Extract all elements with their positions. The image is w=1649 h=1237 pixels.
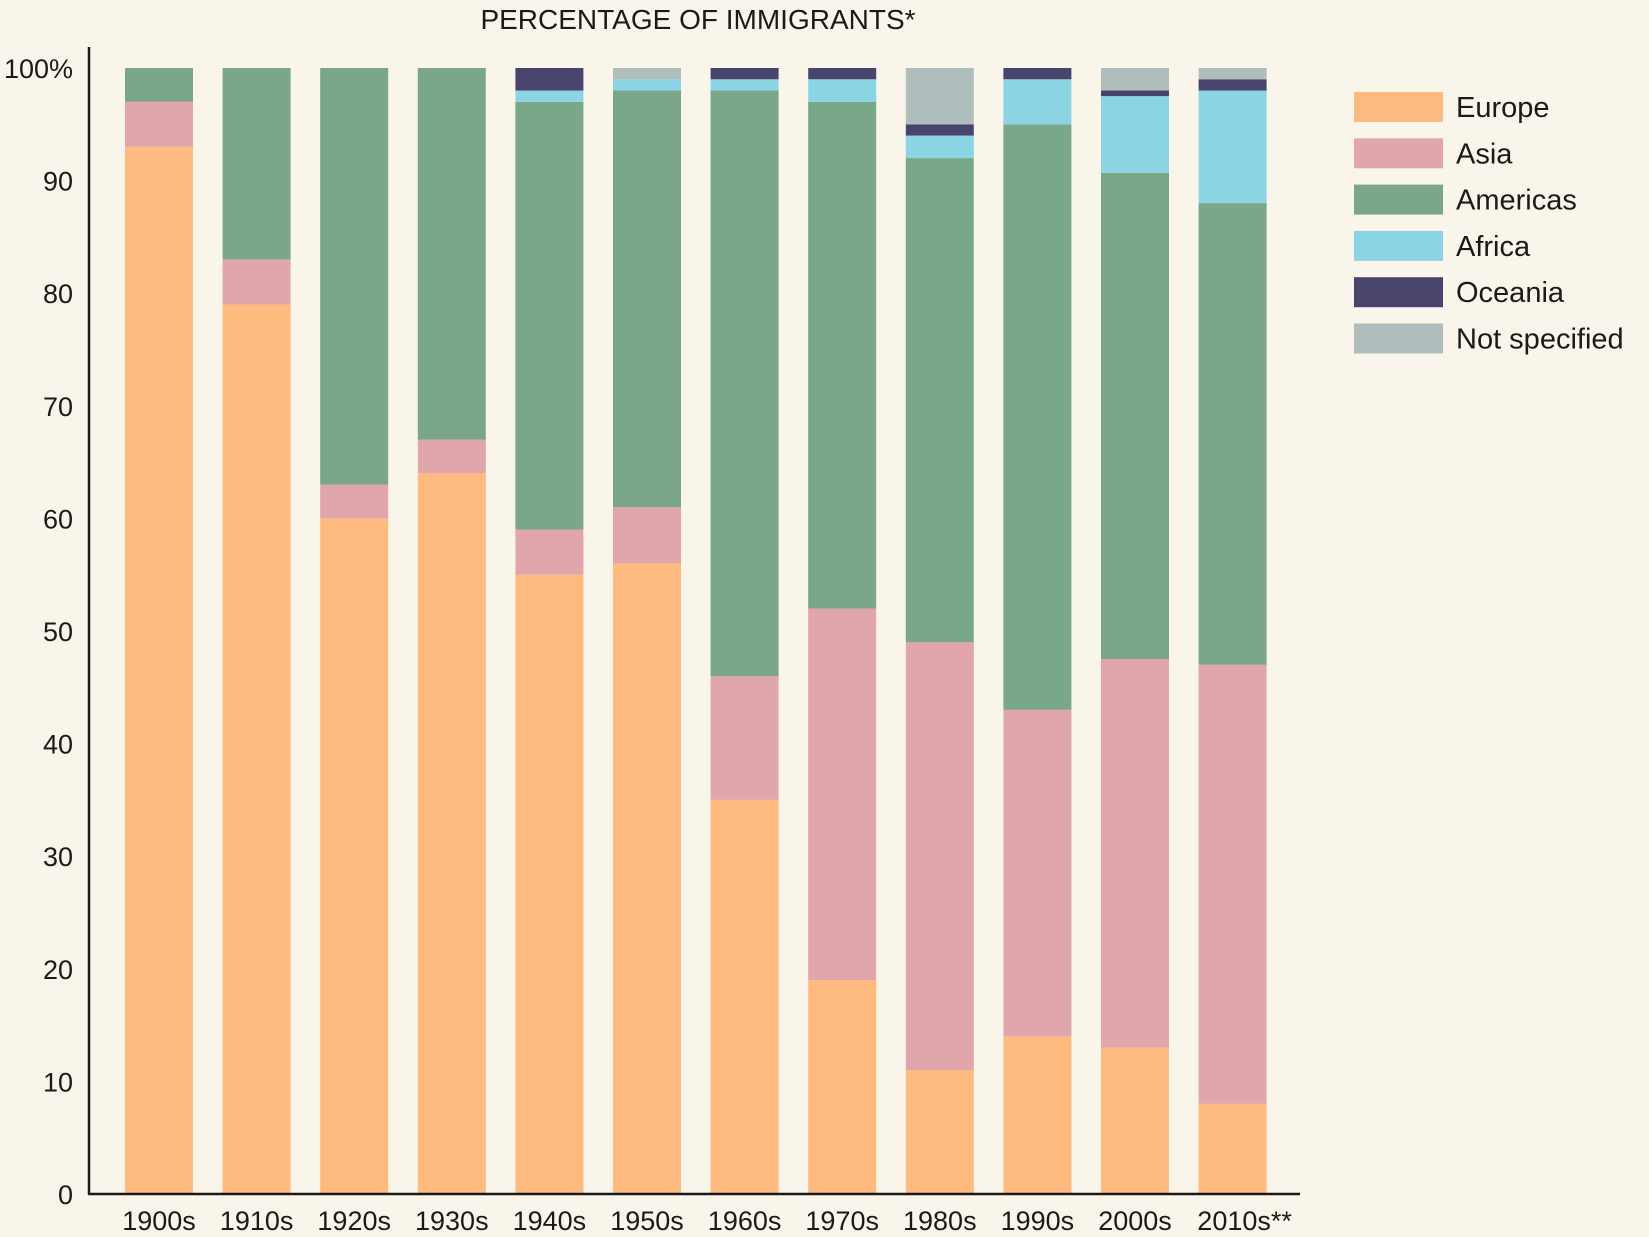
bar-segment-europe-2000s xyxy=(1101,1047,1169,1194)
bar-segment-europe-1960s xyxy=(710,799,779,1194)
bar-segment-oceania-2000s xyxy=(1101,90,1169,97)
x-tick-label: 1980s xyxy=(903,1206,977,1236)
bar-segment-europe-1970s xyxy=(808,980,877,1194)
legend-swatch-asia xyxy=(1354,138,1443,169)
legend-swatch-europe xyxy=(1354,92,1443,122)
bar-segment-asia-1920s xyxy=(320,484,389,519)
x-tick-label: 1900s xyxy=(122,1206,196,1236)
y-tick-label: 30 xyxy=(43,842,73,872)
y-tick-label: 0 xyxy=(58,1180,73,1210)
bar-segment-europe-1940s xyxy=(515,574,584,1194)
y-tick-label: 40 xyxy=(43,730,73,760)
bar-segment-asia-1960s xyxy=(710,676,779,800)
legend-label: Asia xyxy=(1456,138,1513,170)
y-tick-label: 80 xyxy=(43,279,73,309)
bar-segment-europe-1980s xyxy=(905,1070,974,1194)
bar-segment-africa-1980s xyxy=(905,135,974,159)
bar-segment-africa-1970s xyxy=(808,79,877,102)
bar-segment-europe-1930s xyxy=(417,473,486,1194)
bar-segment-africa-1950s xyxy=(613,79,681,91)
bar-segment-asia-2000s xyxy=(1101,659,1169,1048)
bar-segment-americas-1960s xyxy=(710,90,779,677)
bar-segment-not-specified-1980s xyxy=(905,68,974,125)
x-tick-label: 1960s xyxy=(708,1206,782,1236)
bar-segment-africa-1990s xyxy=(1003,79,1072,125)
legend-label: Americas xyxy=(1456,185,1577,217)
x-tick-label: 1950s xyxy=(610,1206,684,1236)
bar-segment-asia-1930s xyxy=(417,439,486,474)
bar-segment-americas-1900s xyxy=(125,68,193,102)
bar-segment-asia-2010s xyxy=(1198,664,1267,1104)
bar-segment-americas-1970s xyxy=(808,101,877,609)
bar-segment-asia-1970s xyxy=(808,608,877,981)
bar-segment-oceania-1960s xyxy=(710,68,779,80)
bar-segment-not-specified-2010s xyxy=(1198,68,1267,80)
bar-segment-asia-1950s xyxy=(613,507,681,564)
legend-swatch-not-specified xyxy=(1354,323,1443,354)
y-tick-label: 60 xyxy=(43,504,73,534)
y-tick-label: 10 xyxy=(43,1067,73,1097)
y-axis: 0 10 20 30 40 50 60 70 80 90 100% xyxy=(4,47,91,1210)
x-axis: 1900s 1910s 1920s 1930s 1940s 1950s 1960s 1970s… xyxy=(88,1192,1300,1236)
bar-segment-europe-1950s xyxy=(613,563,681,1194)
bar-segment-asia-1900s xyxy=(125,101,193,147)
legend: Europe Asia Americas Africa Oceania Not speci… xyxy=(1354,92,1624,356)
legend-label: Europe xyxy=(1456,92,1550,124)
chart-title: PERCENTAGE OF IMMIGRANTS* xyxy=(480,4,915,35)
bar-segment-americas-1930s xyxy=(417,68,486,440)
x-tick-label: 2000s xyxy=(1098,1206,1172,1236)
bar-segment-americas-1940s xyxy=(515,101,584,530)
bar-segment-asia-1940s xyxy=(515,529,584,575)
bar-segment-americas-1920s xyxy=(320,68,389,485)
bar-segment-americas-1950s xyxy=(613,90,681,508)
legend-label: Not specified xyxy=(1456,324,1624,356)
x-tick-label: 1970s xyxy=(805,1206,879,1236)
legend-label: Oceania xyxy=(1456,277,1565,309)
y-tick-label: 70 xyxy=(43,392,73,422)
y-tick-label: 100% xyxy=(4,54,73,84)
bar-segment-oceania-2010s xyxy=(1198,79,1267,91)
bar-segment-oceania-1990s xyxy=(1003,68,1072,80)
bar-segment-europe-1990s xyxy=(1003,1036,1072,1194)
bar-segment-americas-1980s xyxy=(905,158,974,643)
bar-segment-africa-1940s xyxy=(515,90,584,102)
bar-segment-americas-2000s xyxy=(1101,172,1169,660)
bar-segment-africa-1960s xyxy=(710,79,779,91)
x-tick-label: 1940s xyxy=(513,1206,587,1236)
x-tick-label: 2010s** xyxy=(1197,1206,1292,1236)
bar-segment-asia-1910s xyxy=(222,259,291,305)
x-tick-label: 1930s xyxy=(415,1206,489,1236)
bar-segment-asia-1980s xyxy=(905,642,974,1071)
y-tick-label: 50 xyxy=(43,617,73,647)
bar-segment-europe-1900s xyxy=(125,146,193,1194)
x-tick-label: 1920s xyxy=(317,1206,391,1236)
bar-segment-asia-1990s xyxy=(1003,709,1072,1037)
bar-segment-europe-1910s xyxy=(222,304,291,1195)
bar-segment-oceania-1980s xyxy=(905,124,974,136)
bars-group xyxy=(125,68,1267,1195)
bar-segment-not-specified-1950s xyxy=(613,68,681,80)
bar-segment-europe-2010s xyxy=(1198,1103,1267,1194)
x-tick-label: 1990s xyxy=(1001,1206,1075,1236)
bar-segment-europe-1920s xyxy=(320,518,389,1194)
bar-segment-africa-2000s xyxy=(1101,96,1169,173)
bar-segment-africa-2010s xyxy=(1198,90,1267,204)
legend-swatch-americas xyxy=(1354,184,1443,215)
bar-segment-americas-2010s xyxy=(1198,203,1267,665)
bar-segment-oceania-1940s xyxy=(515,68,584,91)
legend-label: Africa xyxy=(1456,231,1531,263)
legend-swatch-africa xyxy=(1354,230,1443,261)
y-tick-label: 20 xyxy=(43,955,73,985)
y-tick-label: 90 xyxy=(43,167,73,197)
bar-segment-not-specified-2000s xyxy=(1101,68,1169,91)
bar-segment-americas-1910s xyxy=(222,68,291,260)
bar-segment-oceania-1970s xyxy=(808,68,877,80)
x-tick-label: 1910s xyxy=(220,1206,294,1236)
legend-swatch-oceania xyxy=(1354,277,1443,308)
bar-segment-americas-1990s xyxy=(1003,124,1072,710)
